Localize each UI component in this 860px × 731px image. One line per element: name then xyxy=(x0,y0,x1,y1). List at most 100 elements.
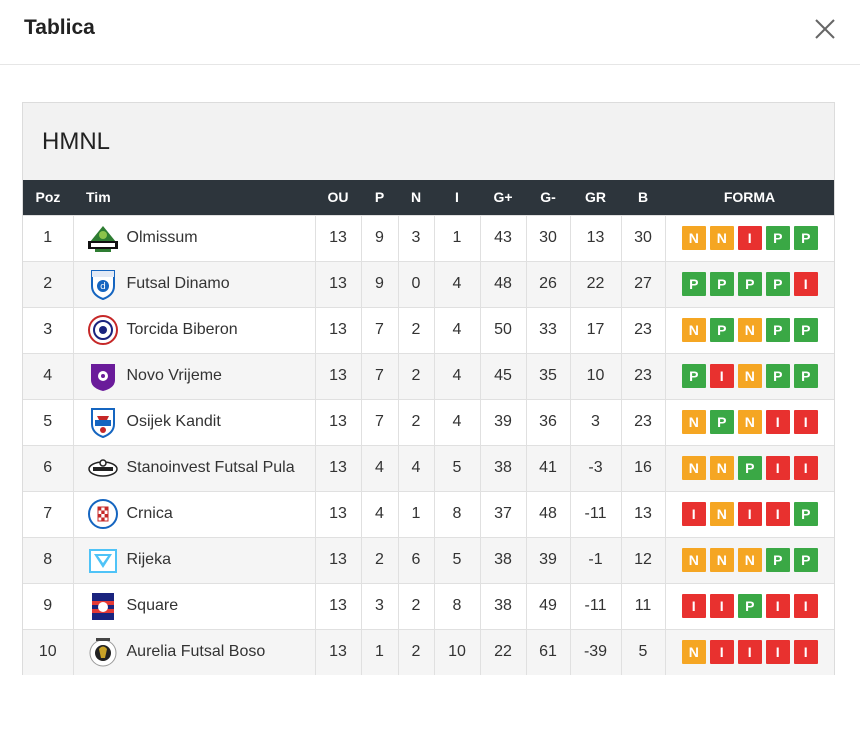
cell-gr: 13 xyxy=(570,214,622,261)
table-row[interactable]: 1 Olmissum 13 9 3 1 43 30 13 30 N N I P P xyxy=(23,214,834,261)
form-badge: N xyxy=(681,226,706,250)
team-name[interactable]: Olmissum xyxy=(126,229,198,246)
form-badge: I xyxy=(793,272,818,296)
cell-gminus: 49 xyxy=(526,582,571,629)
form-badge: I xyxy=(709,594,734,618)
form-badge: P xyxy=(765,318,790,342)
form-badge: I xyxy=(765,456,790,480)
col-header-b[interactable]: B xyxy=(637,189,649,206)
form-badge: P xyxy=(765,272,790,296)
col-header-ou[interactable]: OU xyxy=(327,189,349,206)
form-badge: I xyxy=(793,456,818,480)
form-badge: N xyxy=(737,548,762,572)
cell-tim: Stanoinvest Futsal Pula xyxy=(73,444,316,491)
col-header-i[interactable]: I xyxy=(455,189,459,206)
cell-p: 2 xyxy=(361,536,399,583)
rijeka-logo xyxy=(87,544,119,576)
standings-table: Poz Tim OU P N I G+ G- GR B FORMA 1 Olmis… xyxy=(23,180,834,675)
cell-poz: 6 xyxy=(23,444,74,491)
team-name[interactable]: Osijek Kandit xyxy=(126,413,221,430)
cell-p: 9 xyxy=(361,214,399,261)
cell-gplus: 38 xyxy=(480,536,527,583)
modal-header: Tablica xyxy=(0,0,860,65)
cell-b: 12 xyxy=(621,536,666,583)
cell-p: 7 xyxy=(361,306,399,353)
cell-i: 10 xyxy=(434,628,481,675)
cell-n: 2 xyxy=(398,306,435,353)
cell-p: 1 xyxy=(361,628,399,675)
cell-ou: 13 xyxy=(315,490,362,537)
cell-gplus: 50 xyxy=(480,306,527,353)
team-name[interactable]: Futsal Dinamo xyxy=(126,275,230,292)
form-badge: P xyxy=(765,226,790,250)
team-name[interactable]: Crnica xyxy=(126,505,173,522)
pula-logo xyxy=(87,452,119,484)
cell-tim: Aurelia Futsal Boso xyxy=(73,628,316,675)
cell-gminus: 26 xyxy=(526,260,571,307)
col-header-n[interactable]: N xyxy=(410,189,422,206)
table-row[interactable]: 4 Novo Vrijeme 13 7 2 4 45 35 10 23 P I N P P xyxy=(23,352,834,399)
osijek-logo xyxy=(87,406,119,439)
form-badge: N xyxy=(737,364,762,388)
col-header-gplus[interactable]: G+ xyxy=(493,189,513,206)
col-header-forma: FORMA xyxy=(723,189,776,206)
team-name[interactable]: Torcida Biberon xyxy=(126,321,238,338)
table-row[interactable]: 7 Crnica 13 4 1 8 37 48 -11 13 I N I I P xyxy=(23,490,834,537)
cell-ou: 13 xyxy=(315,214,362,261)
team-name[interactable]: Aurelia Futsal Boso xyxy=(126,643,266,661)
cell-tim: Osijek Kandit xyxy=(73,398,316,445)
team-name[interactable]: Novo Vrijeme xyxy=(126,367,222,384)
form-badge: I xyxy=(765,594,790,618)
modal-title: Tablica xyxy=(24,16,95,39)
cell-b: 23 xyxy=(621,398,666,445)
cell-gplus: 37 xyxy=(480,490,527,537)
form-badge: N xyxy=(681,640,706,665)
cell-b: 5 xyxy=(621,628,666,675)
close-button[interactable] xyxy=(812,16,838,42)
form-badge: P xyxy=(737,456,762,480)
cell-poz: 2 xyxy=(23,260,74,307)
table-row[interactable]: 10 Aurelia Futsal Boso 13 1 2 10 22 61 -39 5 N I I I I xyxy=(23,628,834,675)
cell-gminus: 35 xyxy=(526,352,571,399)
svg-text:d: d xyxy=(100,282,106,292)
table-row[interactable]: 6 Stanoinvest Futsal Pula 13 4 4 5 38 41 -3 16 N N P… xyxy=(23,444,834,491)
team-name[interactable]: Rijeka xyxy=(126,551,171,568)
cell-i: 4 xyxy=(434,352,481,399)
table-row[interactable]: 5 Osijek Kandit 13 7 2 4 39 36 3 23 N P N I I xyxy=(23,398,834,445)
form-badge: N xyxy=(681,456,706,480)
form-badge: N xyxy=(681,318,706,342)
cell-gplus: 39 xyxy=(480,398,527,445)
cell-ou: 13 xyxy=(315,628,362,675)
cell-gplus: 22 xyxy=(480,628,527,675)
cell-tim: Novo Vrijeme xyxy=(73,352,316,399)
cell-i: 4 xyxy=(434,260,481,307)
cell-ou: 13 xyxy=(315,260,362,307)
col-header-gr[interactable]: GR xyxy=(585,189,606,206)
col-header-tim[interactable]: Tim xyxy=(86,189,111,206)
cell-i: 4 xyxy=(434,398,481,445)
col-header-poz[interactable]: Poz xyxy=(35,189,61,206)
table-row[interactable]: 2 d Futsal Dinamo 13 9 0 4 48 26 22 27 P P P P I xyxy=(23,260,834,307)
cell-gr: -11 xyxy=(570,582,622,629)
table-row[interactable]: 8 Rijeka 13 2 6 5 38 39 -1 12 N N N P P xyxy=(23,536,834,583)
table-row[interactable]: 9 Square 13 3 2 8 38 49 -11 11 I I P I I xyxy=(23,582,834,629)
crnica-logo xyxy=(87,498,119,530)
table-row[interactable]: 3 Torcida Biberon 13 7 2 4 50 33 17 23 N P N P P xyxy=(23,306,834,353)
cell-gminus: 36 xyxy=(526,398,571,445)
cell-poz: 5 xyxy=(23,398,74,445)
col-header-p[interactable]: P xyxy=(374,189,385,206)
table-body: 1 Olmissum 13 9 3 1 43 30 13 30 N N I P P 2 d Futsal Dina… xyxy=(23,214,834,675)
cell-tim: Torcida Biberon xyxy=(73,306,316,353)
team-name[interactable]: Stanoinvest Futsal Pula xyxy=(126,459,295,476)
cell-b: 23 xyxy=(621,352,666,399)
col-header-gminus[interactable]: G- xyxy=(540,189,556,206)
cell-i: 8 xyxy=(434,582,481,629)
form-badge: P xyxy=(709,318,734,342)
team-name[interactable]: Square xyxy=(126,597,179,614)
dinamo-logo: d xyxy=(87,268,119,301)
cell-poz: 3 xyxy=(23,306,74,353)
